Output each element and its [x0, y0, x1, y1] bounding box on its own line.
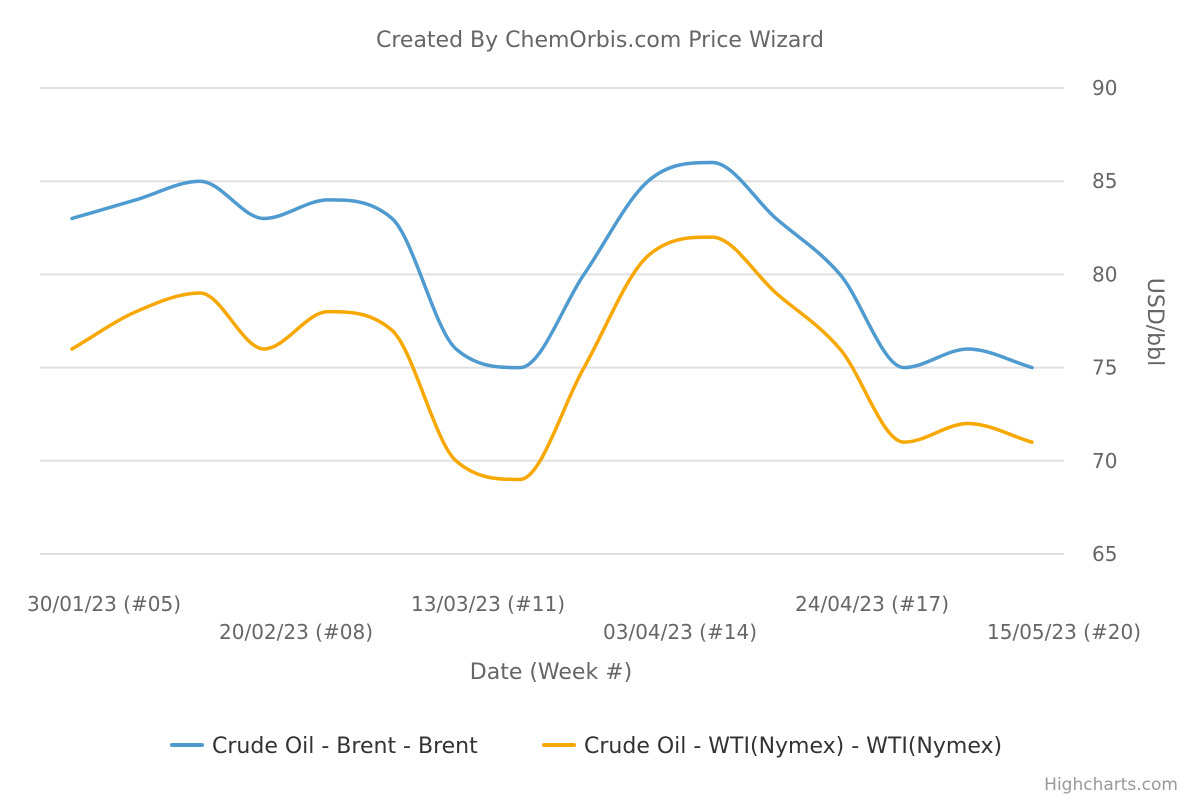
- chart-title: Created By ChemOrbis.com Price Wizard: [376, 28, 824, 53]
- y-axis-title: USD/bbl: [1142, 278, 1167, 366]
- y-tick-label: 70: [1092, 449, 1117, 473]
- y-tick-label: 80: [1092, 262, 1117, 286]
- legend-item-1[interactable]: Crude Oil - Brent - Brent: [170, 734, 478, 759]
- y-axis-ticks: 65 70 75 80 85 90: [1092, 76, 1117, 566]
- x-tick-label: 03/04/23 (#14): [603, 620, 757, 644]
- x-axis-ticks: 30/01/23 (#05) 20/02/23 (#08) 13/03/23 (#1…: [27, 592, 1141, 644]
- credits-link[interactable]: Highcharts.com: [1044, 775, 1178, 795]
- x-tick-label: 13/03/23 (#11): [411, 592, 565, 616]
- x-tick-label: 20/02/23 (#08): [219, 620, 373, 644]
- x-tick-label: 30/01/23 (#05): [27, 592, 181, 616]
- x-tick-label: 15/05/23 (#20): [987, 620, 1141, 644]
- x-tick-label: 24/04/23 (#17): [795, 592, 949, 616]
- legend-label: Crude Oil - Brent - Brent: [212, 734, 478, 759]
- legend: Crude Oil - Brent - Brent Crude Oil - WTI…: [170, 734, 1002, 759]
- series-lines: [70, 160, 1034, 482]
- y-tick-label: 65: [1092, 542, 1117, 566]
- grid-lines: [40, 87, 1064, 555]
- y-tick-label: 90: [1092, 76, 1117, 100]
- series-line-1[interactable]: [70, 160, 1034, 370]
- x-axis-title: Date (Week #): [470, 660, 632, 685]
- legend-label: Crude Oil - WTI(Nymex) - WTI(Nymex): [584, 734, 1002, 759]
- legend-item-2[interactable]: Crude Oil - WTI(Nymex) - WTI(Nymex): [542, 734, 1002, 759]
- series-line-2[interactable]: [70, 235, 1034, 482]
- y-tick-label: 85: [1092, 169, 1117, 193]
- y-tick-label: 75: [1092, 356, 1117, 380]
